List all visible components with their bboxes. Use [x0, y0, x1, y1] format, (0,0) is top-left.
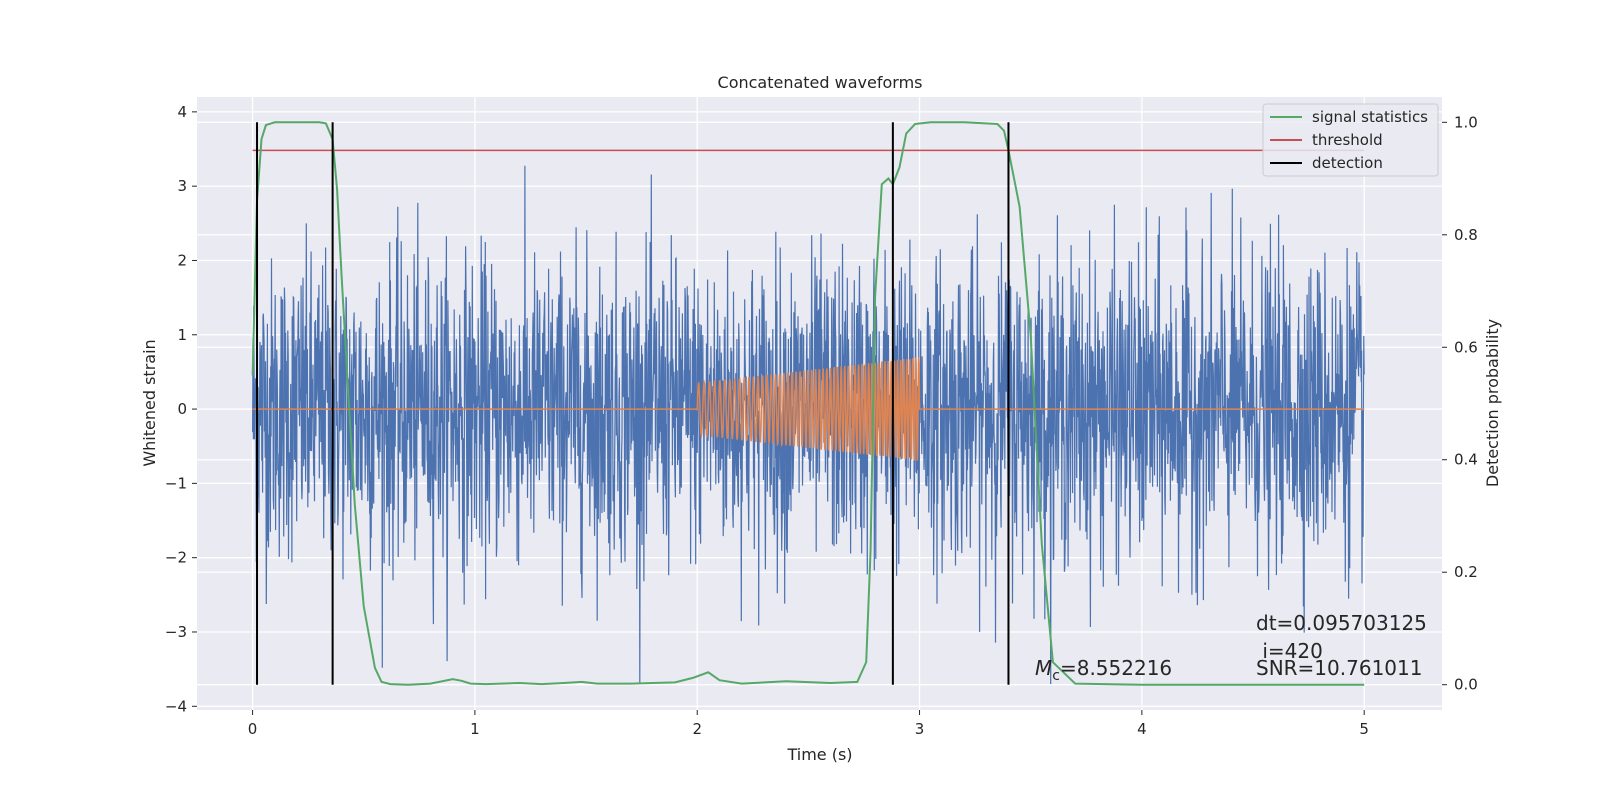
legend-label-signal-statistics: signal statistics: [1312, 108, 1428, 126]
legend-frame: [1262, 103, 1439, 177]
x-tick-label: 3: [915, 720, 925, 738]
y-tick-label: −2: [165, 549, 187, 567]
x-tick-label: 5: [1359, 720, 1369, 738]
y2-axis-label: Detection probability: [1483, 319, 1502, 487]
y-tick-label: 3: [177, 177, 187, 195]
y2-tick-label: 0.6: [1454, 338, 1478, 356]
y-axis-label: Whitened strain: [140, 339, 159, 466]
legend-label-threshold: threshold: [1312, 131, 1383, 149]
waveform-series: [252, 357, 1365, 461]
signal-statistics-line: [251, 121, 1365, 686]
annotation-chirp-mass-subscript: c: [1052, 668, 1060, 684]
y-tick-label: −1: [165, 474, 187, 492]
y-tick-label: 2: [177, 251, 187, 269]
y-tick-label: 0: [177, 400, 187, 418]
x-axis-label: Time (s): [786, 745, 852, 764]
y2-tick-label: 0.8: [1454, 226, 1478, 244]
annotation-chirp-mass-symbol: M: [1035, 656, 1052, 680]
legend: signal statistics threshold detection: [1262, 103, 1439, 177]
annotation-snr: SNR=10.761011: [1256, 656, 1422, 680]
y2-tick-label: 0.4: [1454, 451, 1478, 469]
y2-axis-ticks: 0.0 0.2 0.4 0.6 0.8 1.0: [1442, 113, 1478, 694]
x-tick-label: 2: [692, 720, 702, 738]
annotations: dt=0.095703125 i=420 Mc=8.552216 SNR=10.…: [1035, 611, 1427, 684]
y-tick-label: −3: [165, 623, 187, 641]
y-axis-ticks: −4 −3 −2 −1 0 1 2 3 4: [165, 103, 197, 715]
y2-tick-label: 0.0: [1454, 676, 1478, 694]
waveform-line: [252, 357, 1365, 461]
signal-statistics-series: [251, 121, 1365, 686]
y2-tick-label: 0.2: [1454, 563, 1478, 581]
x-axis-ticks: 0 1 2 3 4 5: [248, 710, 1369, 738]
y-tick-label: 4: [177, 103, 187, 121]
annotation-chirp-mass-value: =8.552216: [1060, 656, 1172, 680]
annotation-chirp-mass: Mc=8.552216: [1035, 656, 1172, 684]
y-tick-label: −4: [165, 697, 187, 715]
legend-label-detection: detection: [1312, 154, 1383, 172]
y2-tick-label: 1.0: [1454, 113, 1478, 131]
annotation-dt: dt=0.095703125: [1256, 611, 1427, 635]
x-tick-label: 0: [248, 720, 258, 738]
x-tick-label: 4: [1137, 720, 1147, 738]
detection-series: [256, 122, 1010, 685]
chart-title: Concatenated waveforms: [718, 73, 923, 92]
annotation-index: i=420: [1256, 639, 1323, 663]
y-tick-label: 1: [177, 326, 187, 344]
x-tick-label: 1: [470, 720, 480, 738]
